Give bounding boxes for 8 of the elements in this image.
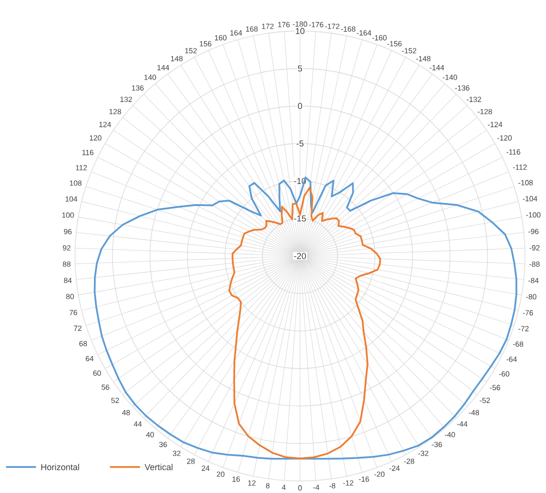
y-tick-label: 0	[298, 102, 302, 110]
y-tick-label: -15	[294, 215, 306, 222]
y-tick-label: -5	[296, 140, 304, 147]
y-tick-label: 10	[296, 28, 304, 34]
legend-label: Vertical	[144, 464, 172, 470]
y-tick-label: -20	[294, 252, 306, 260]
y-tick-label: 5	[298, 65, 302, 72]
legend-label: Horizontal	[41, 464, 80, 470]
